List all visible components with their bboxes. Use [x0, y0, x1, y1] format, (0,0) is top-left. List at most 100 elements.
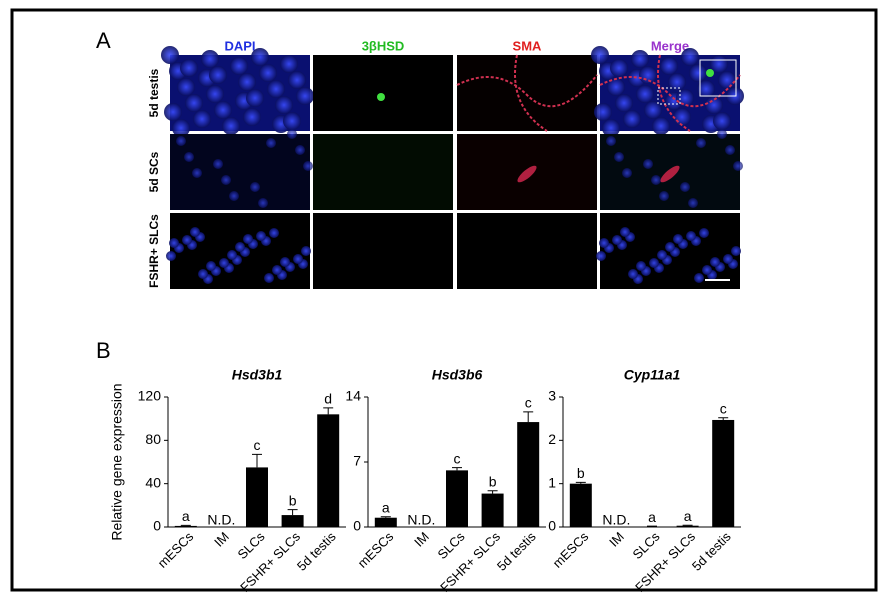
nucleus: [591, 46, 609, 64]
value-label: d: [324, 391, 332, 407]
nucleus: [180, 59, 198, 77]
micrograph: [170, 134, 310, 210]
micrograph: [313, 55, 453, 131]
y-tick-label: 0: [548, 518, 556, 534]
nucleus: [283, 112, 301, 130]
nucleus: [636, 261, 646, 271]
nucleus: [243, 108, 261, 126]
nucleus: [229, 191, 239, 201]
nucleus: [681, 48, 699, 66]
nucleus: [303, 161, 313, 171]
column-header: DAPI: [224, 38, 255, 53]
row-label: 5d testis: [147, 68, 161, 117]
y-tick-label: 80: [145, 431, 161, 447]
value-label: N.D.: [602, 512, 630, 528]
nucleus: [235, 242, 245, 252]
bar: [375, 518, 397, 527]
y-tick-label: 2: [548, 431, 556, 447]
micrograph: [457, 55, 597, 131]
bar: [517, 422, 539, 527]
nucleus: [166, 251, 176, 261]
nucleus: [259, 64, 277, 82]
bar: [282, 515, 304, 527]
nucleus: [227, 250, 237, 260]
nucleus: [628, 269, 638, 279]
nucleus: [161, 46, 179, 64]
nucleus: [614, 152, 624, 162]
y-tick-label: 7: [353, 453, 361, 469]
nucleus: [651, 175, 661, 185]
nucleus: [184, 152, 194, 162]
chart-title: Hsd3b1: [232, 367, 283, 383]
nucleus: [702, 265, 712, 275]
nucleus: [733, 161, 743, 171]
nucleus: [280, 257, 290, 267]
nucleus: [295, 145, 305, 155]
nucleus: [164, 103, 182, 121]
y-tick-label: 0: [353, 518, 361, 534]
nucleus: [723, 254, 733, 264]
nucleus: [296, 87, 314, 105]
nucleus: [250, 182, 260, 192]
nucleus: [623, 110, 641, 128]
chart-title: Cyp11a1: [624, 367, 681, 383]
nucleus: [209, 66, 227, 84]
nucleus: [264, 273, 274, 283]
nucleus: [610, 59, 628, 77]
nucleus: [221, 175, 231, 185]
nucleus: [272, 265, 282, 275]
nucleus: [267, 80, 285, 98]
nucleus: [657, 250, 667, 260]
bar: [317, 414, 339, 527]
y-axis-label: Relative gene expression: [109, 383, 125, 540]
nucleus: [644, 101, 662, 119]
nucleus: [219, 258, 229, 268]
y-tick-label: 40: [145, 474, 161, 490]
row-label: FSHR+ SLCs: [147, 214, 161, 288]
nucleus: [192, 168, 202, 178]
nucleus: [713, 112, 731, 130]
y-tick-label: 120: [138, 388, 162, 404]
panel-label: A: [96, 28, 111, 53]
nucleus: [293, 254, 303, 264]
nucleus: [659, 191, 669, 201]
nucleus: [206, 261, 216, 271]
hsd-cell: [377, 93, 385, 101]
error-bar: [181, 525, 191, 526]
value-label: N.D.: [407, 512, 435, 528]
value-label: a: [684, 508, 692, 524]
nucleus: [201, 50, 219, 68]
nucleus: [214, 101, 232, 119]
hsd-cell: [706, 69, 714, 77]
nucleus: [639, 66, 657, 84]
chart-title: Hsd3b6: [432, 367, 483, 383]
nucleus: [725, 145, 735, 155]
y-tick-label: 3: [548, 388, 556, 404]
nucleus: [689, 64, 707, 82]
value-label: c: [525, 395, 532, 411]
nucleus: [731, 246, 741, 256]
nucleus: [190, 227, 200, 237]
value-label: a: [648, 509, 656, 525]
nucleus: [615, 94, 633, 112]
value-label: a: [382, 499, 390, 515]
nucleus: [686, 231, 696, 241]
value-label: c: [454, 450, 461, 466]
nucleus: [177, 78, 195, 96]
nucleus: [280, 55, 298, 73]
nucleus: [206, 85, 224, 103]
nucleus: [251, 48, 269, 66]
nucleus: [238, 73, 256, 91]
nucleus: [636, 85, 654, 103]
nucleus: [718, 71, 736, 89]
nucleus: [266, 138, 276, 148]
nucleus: [676, 89, 694, 107]
bar: [677, 526, 699, 527]
nucleus: [673, 108, 691, 126]
nucleus: [222, 117, 240, 135]
nucleus: [193, 110, 211, 128]
micrograph: [313, 134, 453, 210]
micrograph: [457, 213, 597, 289]
nucleus: [182, 235, 192, 245]
nucleus: [176, 136, 186, 146]
